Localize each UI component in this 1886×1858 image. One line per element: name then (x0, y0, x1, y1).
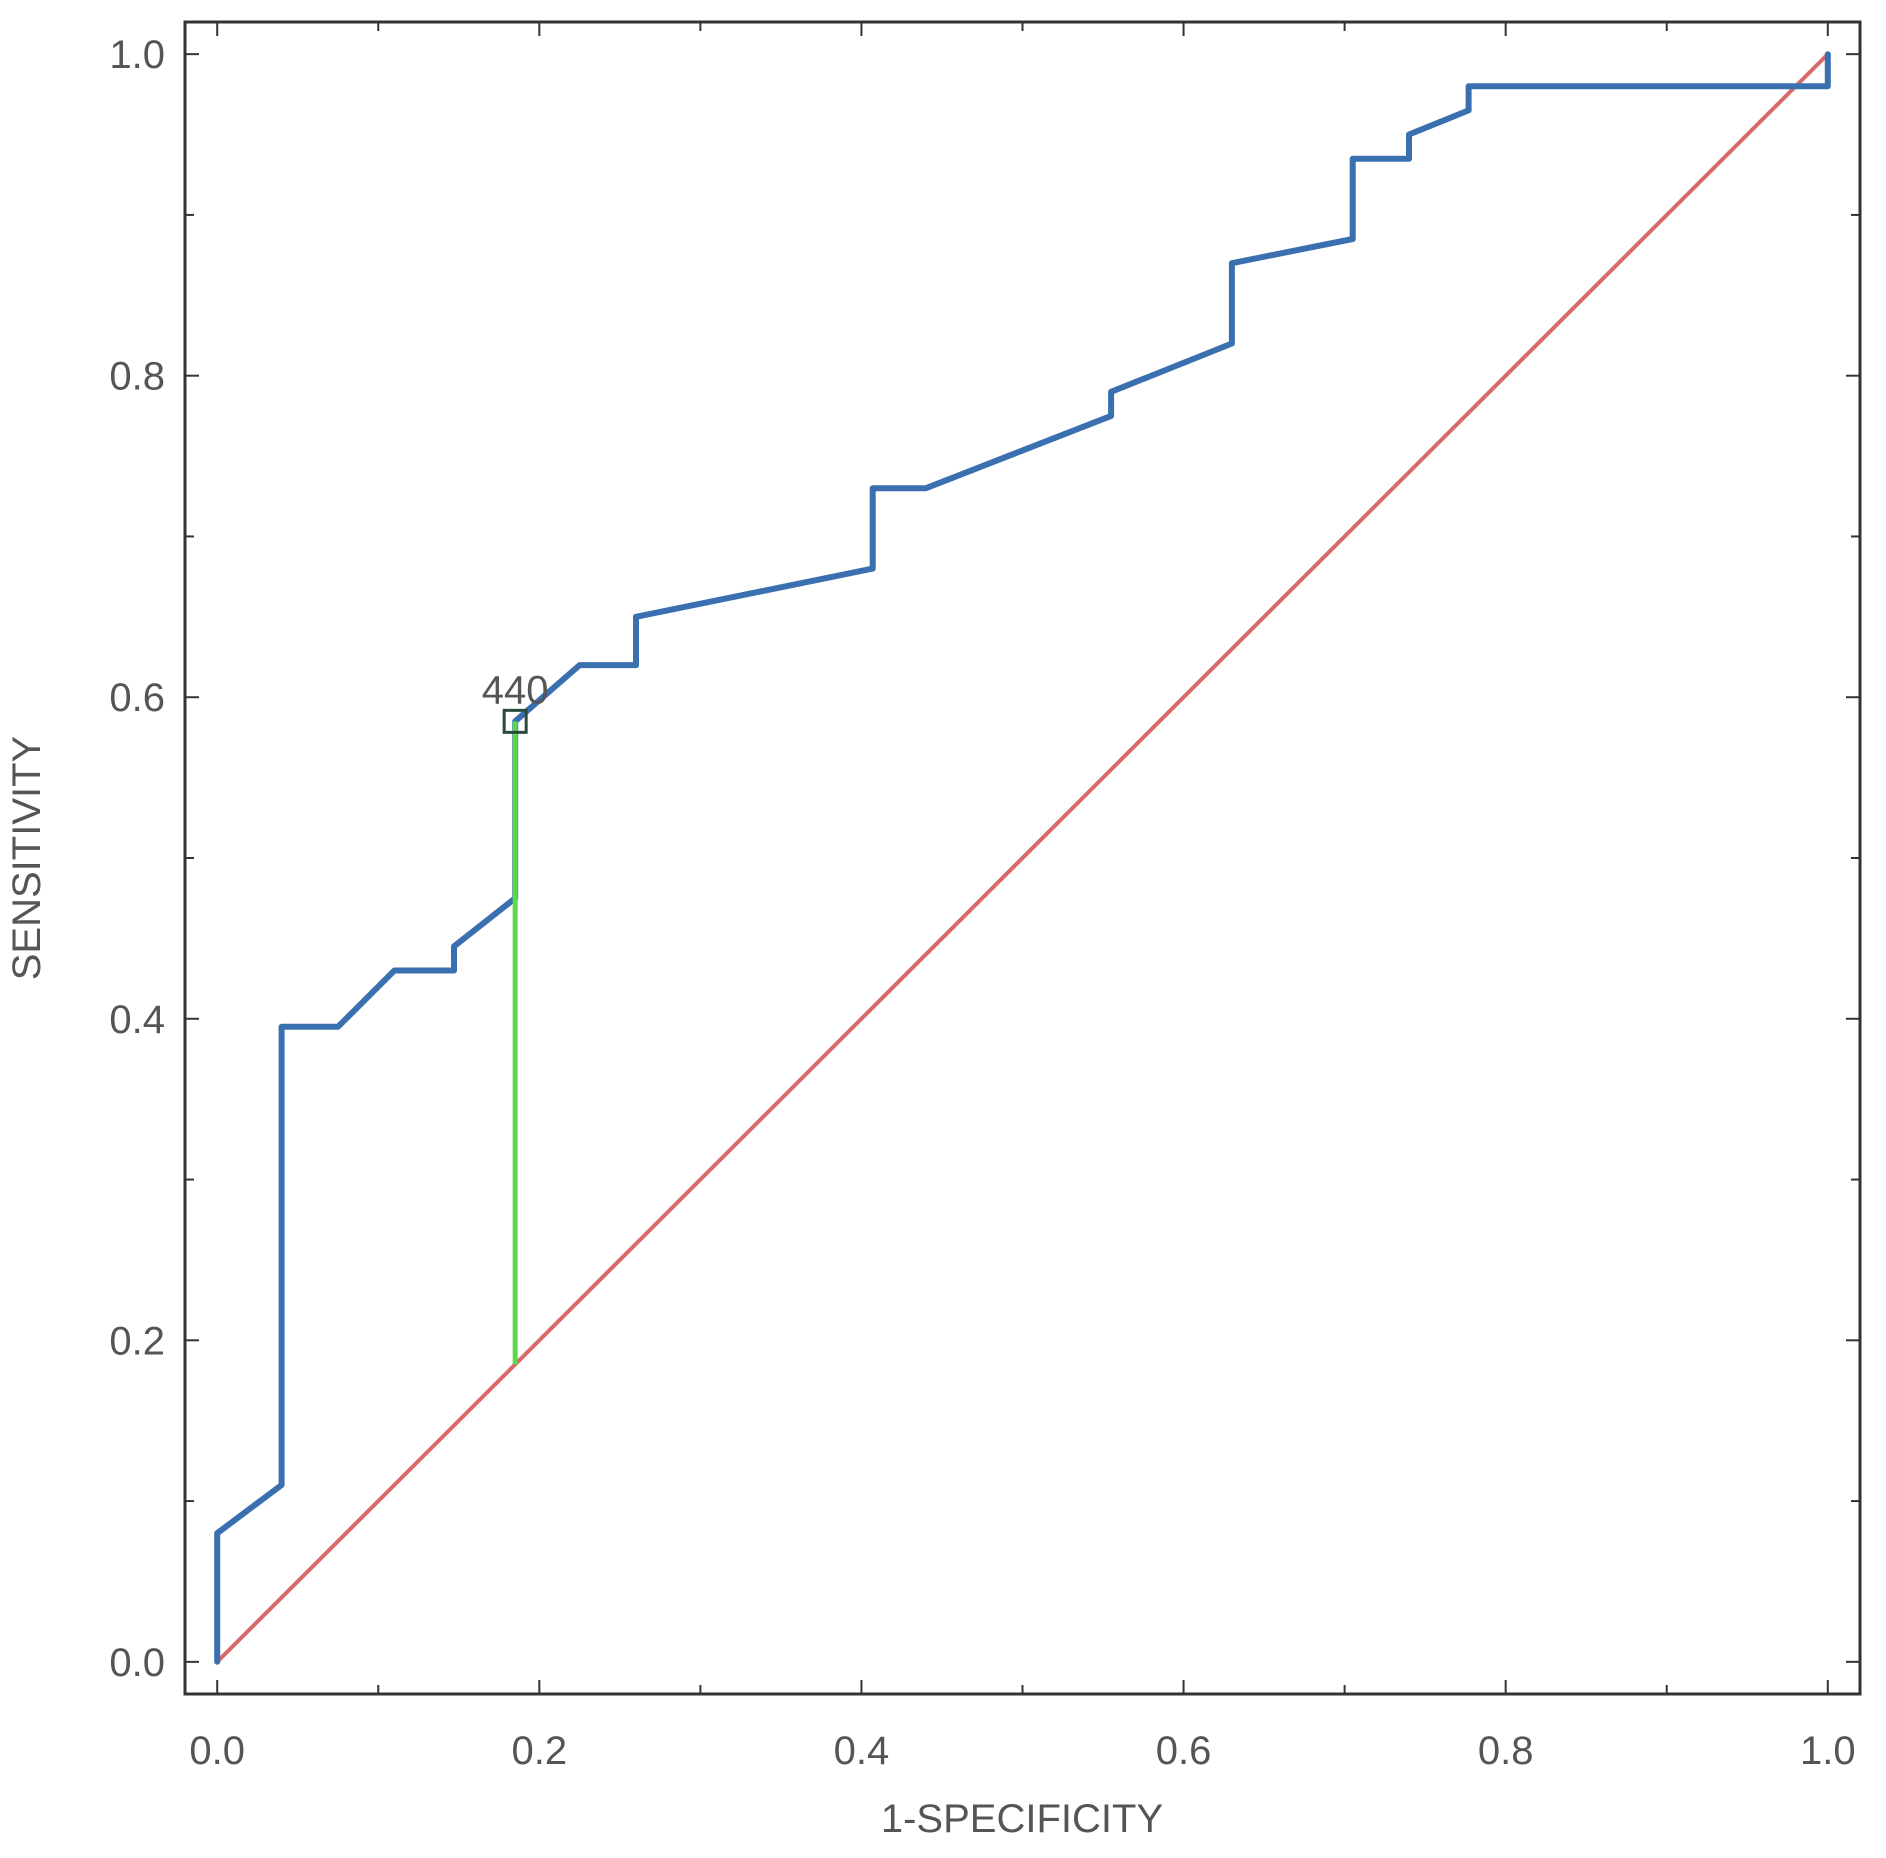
x-tick-labels: 0.0 0.2 0.4 0.6 0.8 1.0 (189, 1729, 1855, 1773)
y-tick-label: 0.0 (109, 1641, 165, 1685)
y-tick-label: 0.8 (109, 355, 165, 399)
chart-annotations: 440 (482, 668, 549, 1365)
x-tick-label: 0.4 (834, 1729, 890, 1773)
reference-diagonal (215, 52, 1830, 1664)
cutoff-marker-square (502, 708, 528, 734)
roc-curve (214, 51, 1831, 1665)
y-axis-title: SENSITIVITY (5, 736, 49, 981)
x-tick-label: 0.0 (189, 1729, 245, 1773)
y-tick-label: 0.2 (109, 1319, 165, 1363)
cutoff-label: 440 (482, 668, 549, 712)
x-tick-label: 0.8 (1478, 1729, 1534, 1773)
y-tick-label: 0.6 (109, 676, 165, 720)
y-tick-labels: 0.0 0.2 0.4 0.6 0.8 1.0 (109, 33, 165, 1685)
chart-lines (214, 51, 1831, 1665)
x-tick-label: 1.0 (1800, 1729, 1856, 1773)
x-tick-label: 0.2 (512, 1729, 568, 1773)
y-tick-label: 0.4 (109, 998, 165, 1042)
x-axis-title: 1-SPECIFICITY (881, 1797, 1163, 1841)
axis-ticks (185, 22, 1860, 1694)
x-tick-label: 0.6 (1156, 1729, 1212, 1773)
y-tick-label: 1.0 (109, 33, 165, 77)
